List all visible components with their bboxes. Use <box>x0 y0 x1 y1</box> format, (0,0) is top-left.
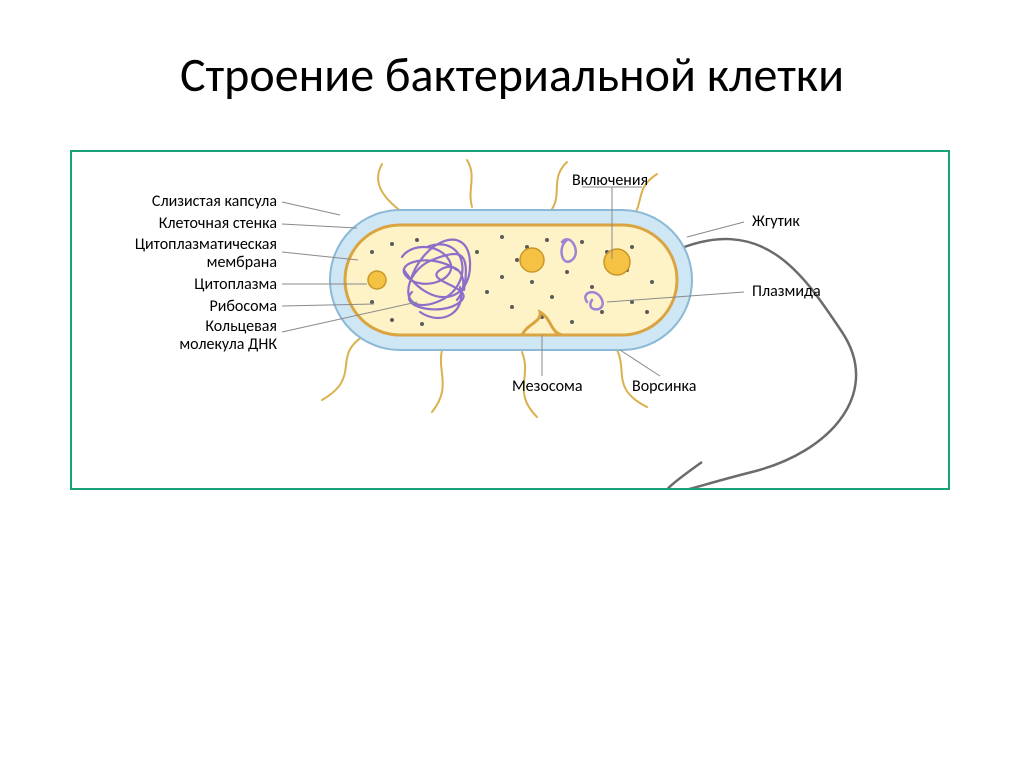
label-wall: Клеточная стенка <box>107 215 277 233</box>
label-membrane-l1: Цитоплазматическая <box>135 235 277 254</box>
label-dna-l2: молекула ДНК <box>179 335 277 354</box>
label-inclusions: Включения <box>572 172 648 190</box>
label-flagellum: Жгутик <box>752 213 800 231</box>
label-membrane: Цитоплазматическая мембрана <box>107 236 277 271</box>
label-capsule: Слизистая капсула <box>107 193 277 211</box>
label-mesosome: Мезосома <box>512 378 583 396</box>
label-ribosome: Рибосома <box>107 298 277 316</box>
slide: Строение бактериальной клетки <box>0 0 1024 767</box>
label-cytoplasm: Цитоплазма <box>107 276 277 294</box>
label-dna-l1: Кольцевая <box>205 317 277 336</box>
figure-frame: Слизистая капсула Клеточная стенка Цитоп… <box>70 150 950 490</box>
label-pilus: Ворсинка <box>632 378 696 396</box>
label-membrane-l2: мембрана <box>207 253 277 272</box>
label-plasmid: Плазмида <box>752 283 821 301</box>
page-title: Строение бактериальной клетки <box>0 45 1024 104</box>
label-dna: Кольцевая молекула ДНК <box>107 318 277 353</box>
